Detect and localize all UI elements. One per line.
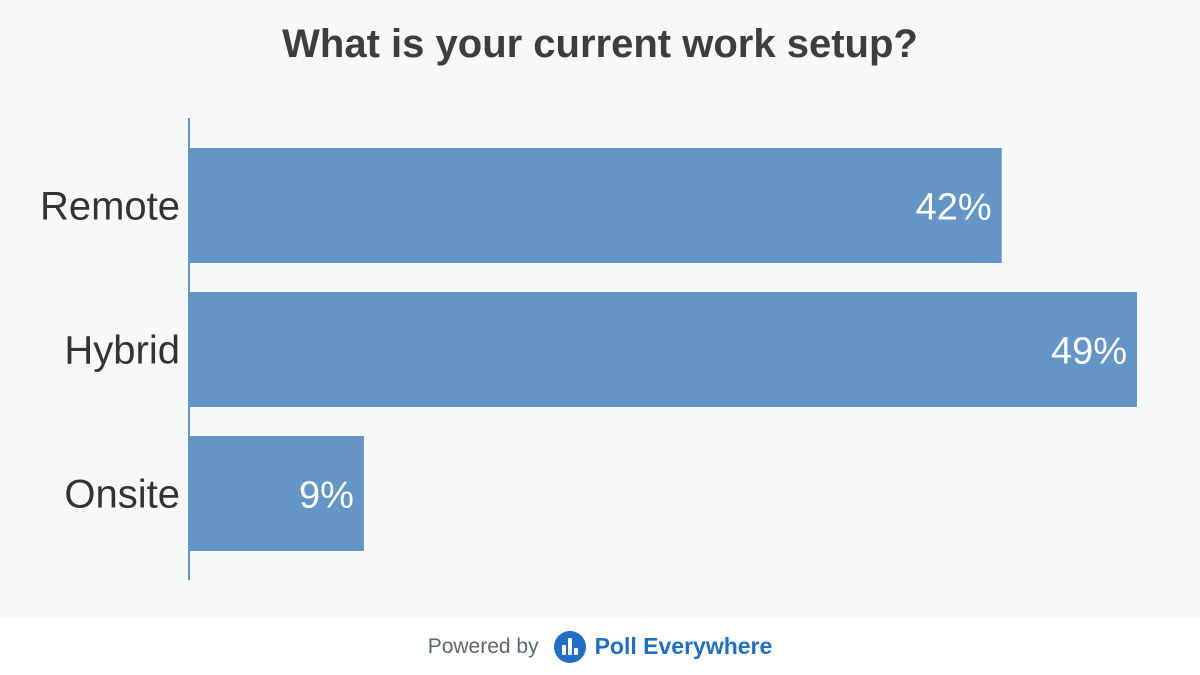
chart-title: What is your current work setup? bbox=[282, 22, 918, 66]
bar-chart: Remote 42% Hybrid 49% Onsite 9% bbox=[40, 118, 1137, 580]
category-label-remote: Remote bbox=[40, 185, 180, 229]
bar-remote bbox=[190, 148, 1002, 263]
brand-name: Poll Everywhere bbox=[594, 633, 773, 659]
footer: Powered by Poll Everywhere bbox=[0, 618, 1200, 675]
category-label-hybrid: Hybrid bbox=[64, 329, 180, 373]
bar-onsite bbox=[190, 436, 364, 551]
value-label-hybrid: 49% bbox=[1051, 331, 1127, 373]
powered-by-text: Powered by bbox=[427, 634, 539, 658]
bar-hybrid bbox=[190, 292, 1137, 407]
poll-everywhere-logo-icon bbox=[553, 630, 586, 663]
category-label-onsite: Onsite bbox=[64, 473, 180, 517]
value-label-onsite: 9% bbox=[299, 475, 354, 517]
value-label-remote: 42% bbox=[916, 187, 992, 229]
